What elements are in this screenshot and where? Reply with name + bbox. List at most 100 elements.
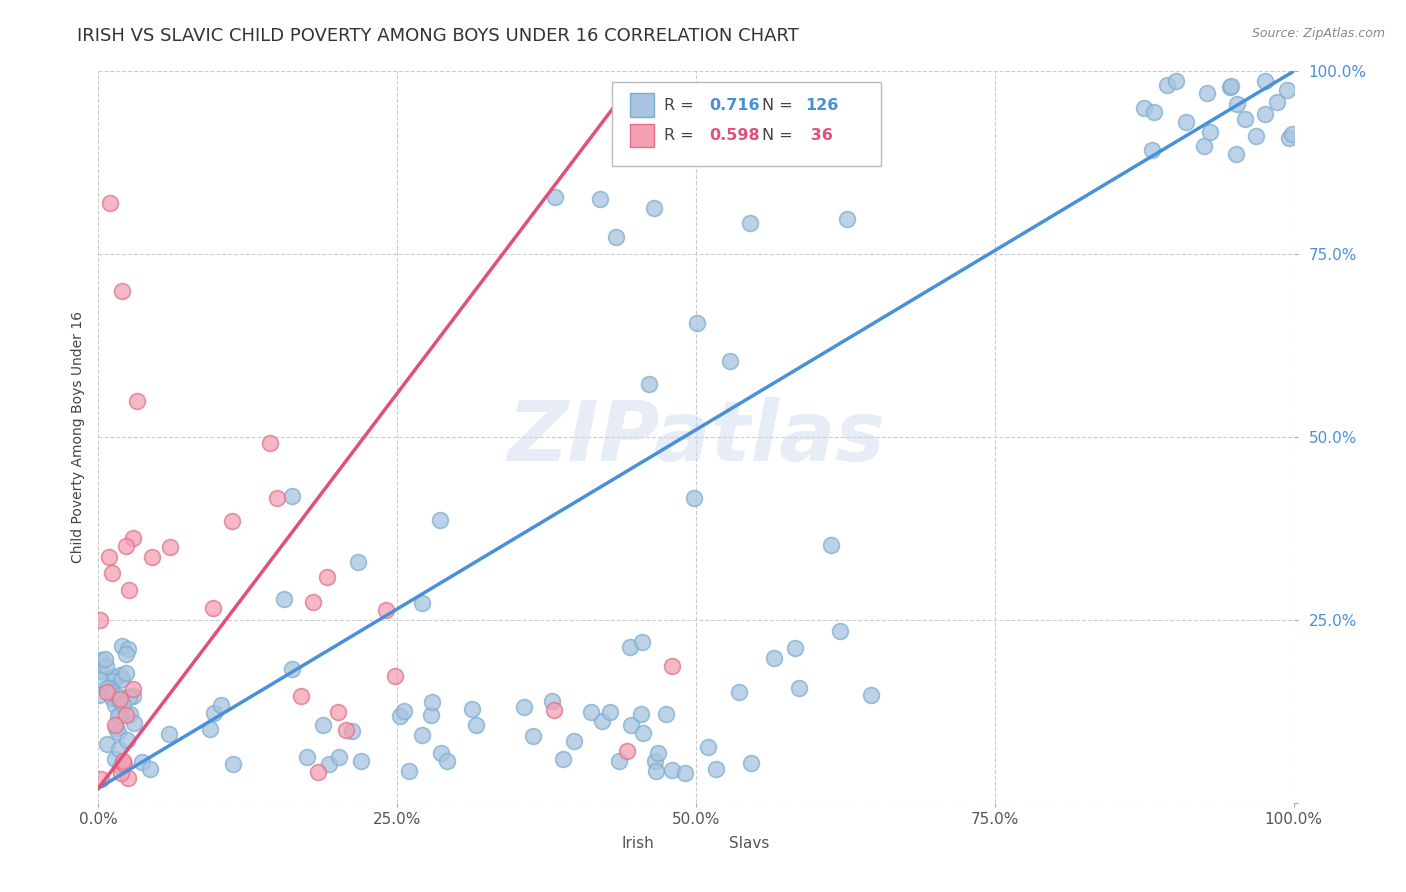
Point <box>553 752 575 766</box>
Point <box>589 192 612 206</box>
Point <box>562 734 585 748</box>
Point <box>115 666 138 681</box>
Point <box>307 764 329 779</box>
Point <box>718 353 741 368</box>
Point <box>350 754 373 768</box>
Point <box>661 658 683 673</box>
Point <box>411 728 433 742</box>
Point <box>318 756 340 771</box>
Point <box>118 582 141 597</box>
Point <box>290 690 312 704</box>
Point <box>375 603 398 617</box>
Point <box>328 705 350 719</box>
Point <box>1197 86 1219 100</box>
Point <box>108 759 131 773</box>
Point <box>103 673 125 688</box>
Point <box>661 764 683 778</box>
Point <box>697 740 720 755</box>
Point <box>1143 104 1166 119</box>
Text: N =: N = <box>762 97 797 112</box>
Point <box>420 695 443 709</box>
Point <box>1133 101 1156 115</box>
Point <box>342 724 364 739</box>
Point <box>436 754 458 768</box>
Point <box>89 688 111 702</box>
Point <box>100 691 122 706</box>
Text: R =: R = <box>664 128 699 144</box>
Text: R =: R = <box>664 97 699 112</box>
Point <box>429 513 451 527</box>
Point <box>198 722 221 736</box>
Point <box>522 729 544 743</box>
Point <box>1192 139 1215 153</box>
Point <box>419 708 441 723</box>
Point <box>118 690 141 705</box>
Point <box>392 704 415 718</box>
Point <box>675 766 697 780</box>
Text: 36: 36 <box>804 128 832 144</box>
Point <box>1156 78 1178 92</box>
Point <box>101 685 124 699</box>
Point <box>411 596 433 610</box>
Point <box>1254 73 1277 87</box>
Point <box>89 772 111 786</box>
Point <box>1142 144 1164 158</box>
Text: 0.598: 0.598 <box>709 128 759 144</box>
Point <box>1265 95 1288 110</box>
Point <box>464 718 486 732</box>
Text: N =: N = <box>762 128 797 144</box>
Point <box>335 723 357 738</box>
Point <box>638 376 661 391</box>
Point <box>94 652 117 666</box>
Point <box>111 672 134 686</box>
Point <box>122 715 145 730</box>
Point <box>740 756 762 770</box>
Point <box>110 708 132 723</box>
Point <box>540 694 562 708</box>
Point <box>384 669 406 683</box>
Text: Slavs: Slavs <box>730 836 770 851</box>
Text: 126: 126 <box>804 97 838 112</box>
Point <box>591 714 613 728</box>
Point <box>159 540 181 554</box>
Point <box>1166 74 1188 88</box>
Point <box>104 718 127 732</box>
Point <box>738 216 761 230</box>
Text: 0.716: 0.716 <box>709 97 759 112</box>
Point <box>89 673 111 687</box>
Point <box>96 737 118 751</box>
Point <box>112 757 135 772</box>
Point <box>683 491 706 505</box>
Point <box>1199 125 1222 139</box>
Point <box>98 196 122 211</box>
Point <box>1225 147 1247 161</box>
Point <box>96 681 118 696</box>
Point <box>90 664 112 678</box>
Point <box>125 393 148 408</box>
Point <box>581 705 603 719</box>
Point <box>121 690 143 704</box>
Point <box>1233 112 1256 126</box>
Point <box>111 284 134 298</box>
Point <box>820 538 842 552</box>
Point <box>616 744 638 758</box>
Point <box>202 706 225 720</box>
Point <box>1226 97 1249 112</box>
Point <box>89 613 111 627</box>
Point <box>141 550 163 565</box>
Point <box>644 755 666 769</box>
Point <box>110 765 132 780</box>
Point <box>312 718 335 732</box>
Point <box>544 190 567 204</box>
Point <box>605 230 627 244</box>
Point <box>117 641 139 656</box>
Point <box>157 727 180 741</box>
Point <box>607 754 630 768</box>
Point <box>107 693 129 707</box>
Point <box>1278 131 1301 145</box>
Point <box>96 685 118 699</box>
Point <box>763 651 786 665</box>
Point <box>837 211 859 226</box>
Point <box>1246 129 1268 144</box>
Point <box>599 705 621 719</box>
